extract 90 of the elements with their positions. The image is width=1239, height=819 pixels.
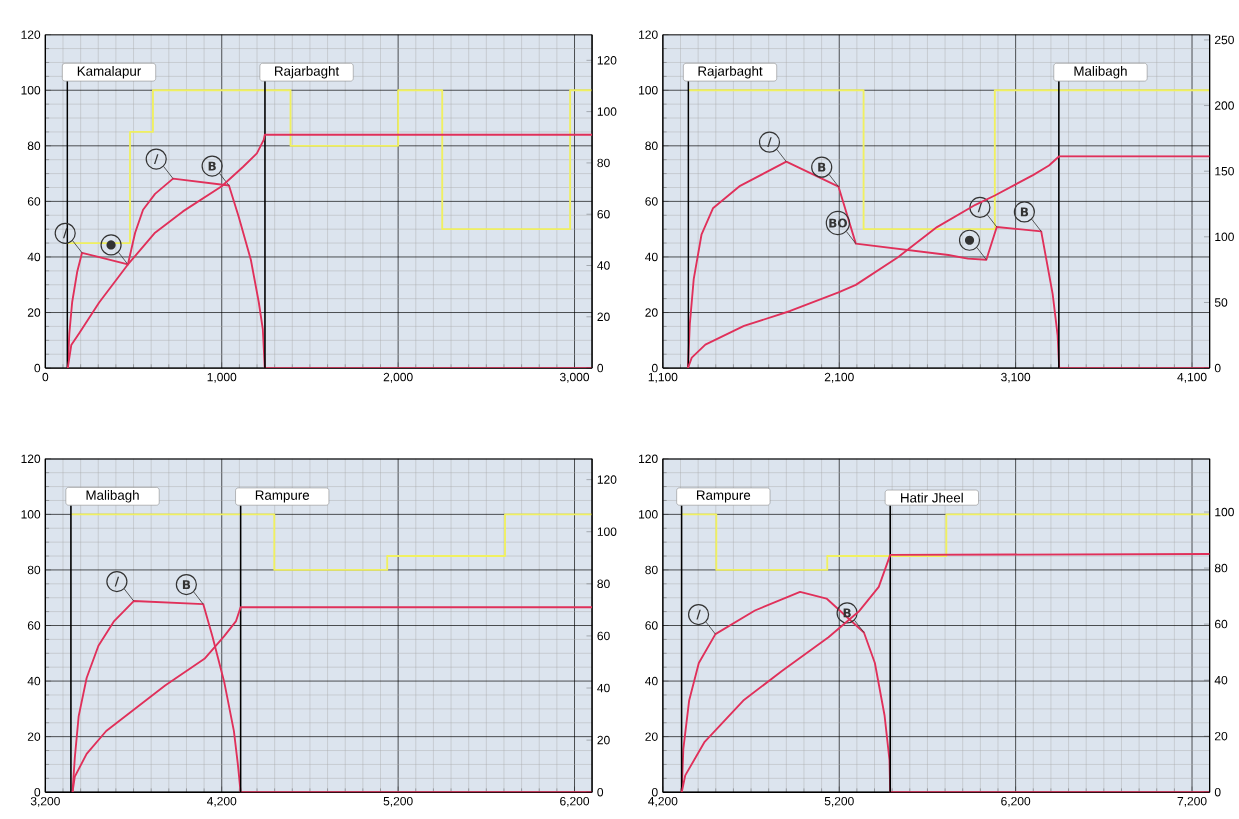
y-tick-label: 100: [21, 510, 41, 519]
y-tick-label: 120: [21, 30, 41, 39]
annotation: /: [977, 202, 983, 213]
y-tick-label: 0: [34, 788, 41, 797]
y-tick-label: 40: [645, 676, 658, 686]
y-tick-label: 100: [639, 510, 658, 519]
x-tick-label: 2,100: [824, 372, 854, 383]
x-tick-label: 2,000: [383, 372, 413, 383]
x-tick-label: 3,100: [1001, 372, 1031, 383]
y-tick-label: 80: [27, 565, 41, 575]
x-tick-label: 4,100: [1177, 372, 1207, 383]
y2-tick-label: 100: [597, 527, 617, 537]
annotation: /: [154, 154, 159, 165]
y-tick-label: 100: [21, 86, 41, 95]
y2-tick-label: 50: [1214, 298, 1228, 307]
y2-tick-label: 80: [597, 579, 610, 589]
annotation: /: [696, 609, 701, 620]
y2-tick-label: 60: [1214, 619, 1228, 629]
y2-tick-label: 40: [597, 261, 610, 270]
y-tick-label: 0: [651, 788, 658, 797]
y2-tick-label: 60: [597, 210, 610, 219]
annotation: ●: [964, 235, 975, 245]
y2-tick-label: 0: [597, 788, 604, 797]
y2-tick-label: 40: [597, 683, 610, 693]
x-tick-label: 4,200: [648, 796, 678, 807]
annotation: /: [63, 228, 68, 239]
y2-tick-label: 20: [597, 735, 610, 745]
y2-tick-label: 100: [1215, 232, 1234, 242]
ref-line-label: Malibagh: [1074, 66, 1127, 79]
x-tick-label: 1,100: [648, 372, 678, 383]
x-tick-label: 6,200: [1001, 796, 1031, 807]
y-tick-label: 40: [645, 252, 658, 262]
y-tick-label: 20: [645, 732, 658, 741]
y2-tick-label: 40: [1214, 675, 1228, 685]
y-tick-label: 20: [645, 308, 658, 317]
x-tick-label: 5,200: [383, 796, 413, 807]
y-tick-label: 120: [639, 30, 658, 39]
y2-tick-label: 120: [597, 56, 617, 65]
ref-line-label: Kamalapur: [77, 66, 142, 79]
y-tick-label: 20: [27, 308, 41, 317]
ref-line-label: Hatir Jheel: [901, 492, 963, 503]
y-tick-label: 100: [639, 86, 658, 95]
ref-line-label: Rampure: [697, 490, 751, 503]
y-tick-label: 0: [34, 363, 41, 373]
ref-line-label: Rajarbaght: [698, 66, 763, 79]
y2-tick-label: 80: [1214, 563, 1228, 573]
annotation: B: [208, 161, 216, 171]
y-tick-label: 60: [645, 197, 658, 206]
y-tick-label: 80: [645, 565, 658, 575]
ref-line-label: Rajarbaght: [275, 66, 340, 79]
y2-tick-label: 60: [597, 631, 610, 641]
y-tick-label: 0: [651, 363, 658, 373]
x-tick-label: 4,200: [206, 796, 237, 807]
y-tick-label: 120: [21, 454, 41, 464]
y2-tick-label: 80: [597, 158, 610, 168]
x-tick-label: 3,200: [30, 796, 60, 807]
annotation: B: [182, 580, 191, 590]
x-tick-label: 3,000: [559, 372, 590, 383]
x-tick-label: 6,200: [560, 796, 590, 807]
y-tick-label: 40: [27, 676, 41, 686]
y-tick-label: 60: [27, 197, 41, 206]
y2-tick-label: 0: [1214, 363, 1221, 373]
y2-tick-label: 120: [597, 475, 617, 484]
y-tick-label: 60: [27, 621, 41, 630]
y2-tick-label: 0: [597, 363, 604, 373]
y2-tick-label: 100: [1215, 507, 1234, 517]
annotation: B: [818, 162, 826, 172]
y2-tick-label: 200: [1214, 101, 1234, 110]
y2-tick-label: 100: [597, 107, 617, 116]
x-tick-label: 0: [42, 372, 49, 382]
ref-line-label: Malibagh: [86, 490, 139, 503]
x-tick-label: 7,200: [1177, 796, 1207, 807]
y2-tick-label: 20: [1214, 731, 1228, 741]
y-tick-label: 40: [27, 252, 41, 262]
ref-line-label: Rampure: [255, 490, 310, 503]
annotation: B: [1020, 207, 1029, 217]
y-tick-label: 80: [645, 141, 658, 151]
y2-tick-label: 250: [1214, 35, 1234, 45]
annotation: /: [114, 576, 120, 587]
x-tick-label: 1,000: [207, 372, 237, 383]
annotation: B: [843, 608, 851, 618]
y-tick-label: 120: [639, 454, 658, 464]
y-tick-label: 80: [27, 141, 41, 151]
y2-tick-label: 20: [597, 312, 610, 322]
y2-tick-label: 150: [1215, 166, 1234, 176]
y-tick-label: 20: [27, 732, 41, 741]
x-tick-label: 5,200: [824, 796, 854, 807]
annotation: /: [767, 137, 772, 148]
y-tick-label: 60: [645, 621, 658, 630]
y2-tick-label: 0: [1214, 788, 1221, 797]
